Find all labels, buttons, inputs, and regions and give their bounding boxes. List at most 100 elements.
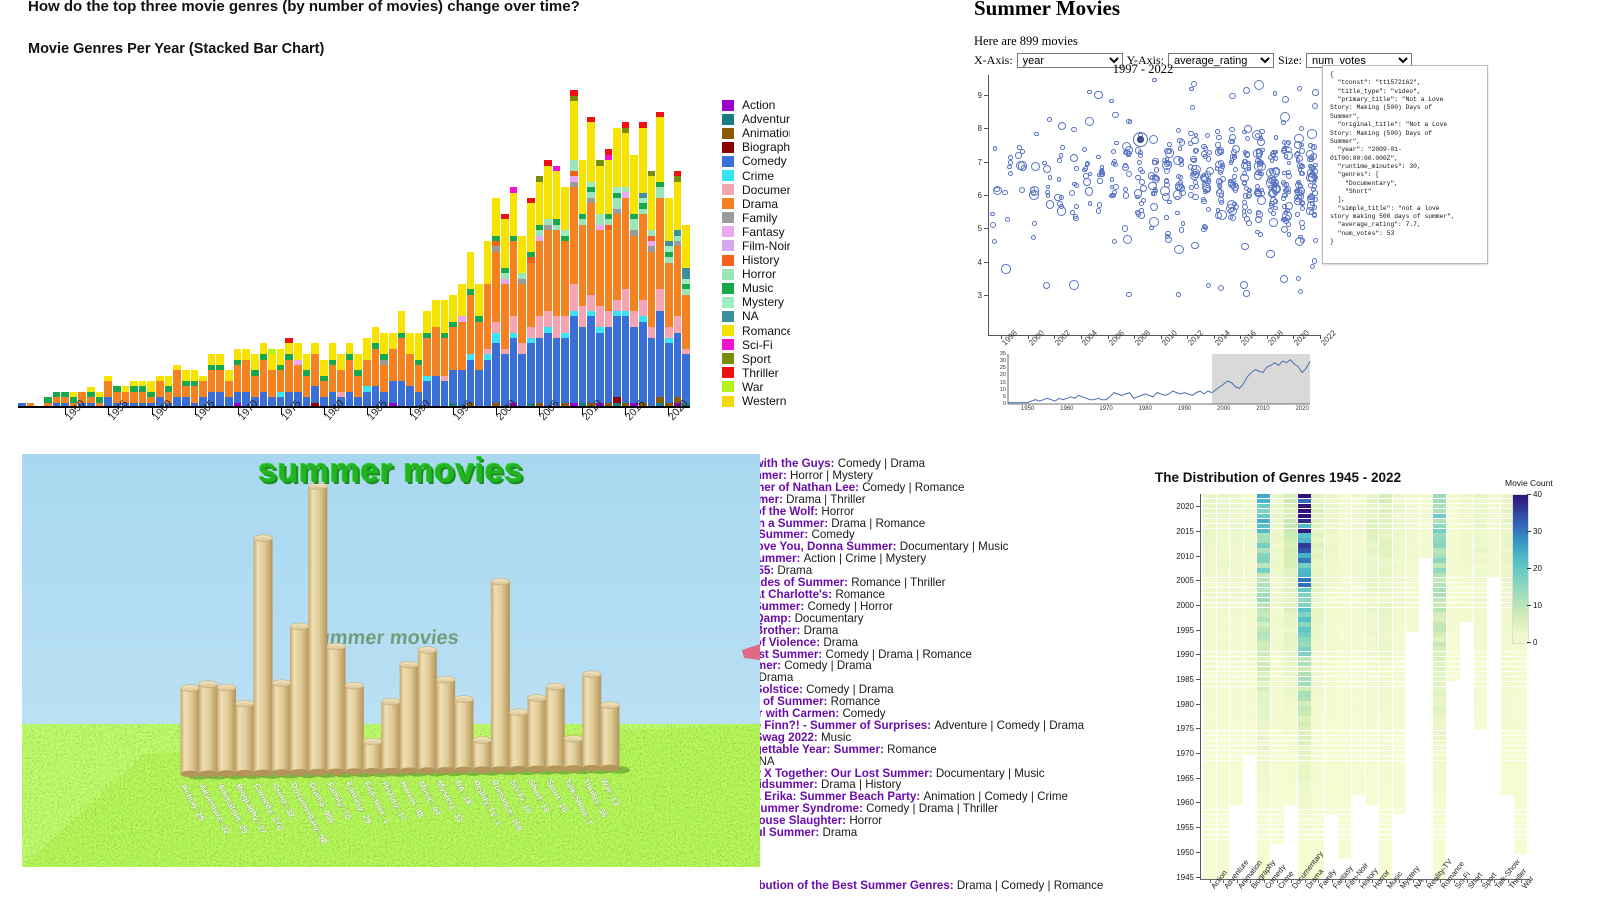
stacked-bar-segment[interactable] bbox=[630, 402, 638, 408]
scatter-point[interactable] bbox=[1219, 175, 1226, 182]
stacked-bar-segment[interactable] bbox=[199, 381, 207, 398]
stacked-bar-segment[interactable] bbox=[604, 327, 613, 403]
stacked-bar-segment[interactable] bbox=[613, 192, 621, 198]
scatter-point[interactable] bbox=[1312, 212, 1318, 217]
stacked-bar-segment[interactable] bbox=[130, 391, 138, 403]
scatter-point[interactable] bbox=[1123, 163, 1128, 168]
stacked-bar-column[interactable] bbox=[328, 343, 337, 408]
scatter-point[interactable] bbox=[1113, 184, 1119, 190]
scatter-point[interactable] bbox=[1059, 203, 1064, 209]
stacked-bar-segment[interactable] bbox=[492, 343, 500, 403]
stacked-bar-segment[interactable] bbox=[337, 354, 345, 371]
stacked-bar-segment[interactable] bbox=[544, 219, 552, 225]
stacked-bar-column[interactable] bbox=[535, 176, 544, 408]
stacked-bar-segment[interactable] bbox=[207, 354, 216, 365]
scene-bar[interactable] bbox=[527, 694, 557, 775]
scatter-point[interactable] bbox=[1215, 129, 1221, 134]
scatter-point[interactable] bbox=[1097, 178, 1103, 184]
stacked-bar-segment[interactable] bbox=[526, 343, 535, 403]
stacked-bar-segment[interactable] bbox=[639, 197, 647, 204]
stacked-bar-segment[interactable] bbox=[337, 370, 345, 392]
scatter-point[interactable] bbox=[1060, 145, 1065, 150]
stacked-bar-column[interactable] bbox=[639, 122, 647, 408]
scatter-point[interactable] bbox=[990, 221, 997, 228]
scatter-point[interactable] bbox=[1126, 291, 1132, 297]
scatter-point[interactable] bbox=[1284, 141, 1291, 148]
stacked-bar-segment[interactable] bbox=[294, 343, 302, 360]
stacked-bar-segment[interactable] bbox=[466, 251, 475, 290]
stacked-bar-segment[interactable] bbox=[535, 337, 544, 403]
stacked-bar-segment[interactable] bbox=[639, 203, 647, 209]
stacked-bar-column[interactable] bbox=[466, 251, 475, 408]
stacked-bar-segment[interactable] bbox=[509, 332, 518, 338]
stacked-bar-segment[interactable] bbox=[578, 219, 587, 225]
scatter-point[interactable] bbox=[1083, 166, 1089, 172]
movie-list-item[interactable]: Summer: Drama bbox=[760, 672, 1155, 684]
scatter-point[interactable] bbox=[1114, 140, 1119, 146]
scatter-point[interactable] bbox=[1203, 153, 1208, 159]
stacked-bar-segment[interactable] bbox=[613, 197, 621, 209]
stacked-bar-column[interactable] bbox=[216, 354, 224, 408]
stacked-bar-segment[interactable] bbox=[682, 230, 690, 268]
scene-bar[interactable] bbox=[216, 683, 247, 780]
scatter-point[interactable] bbox=[1005, 217, 1011, 222]
scatter-point[interactable] bbox=[1255, 190, 1261, 196]
scatter-point[interactable] bbox=[1299, 205, 1306, 211]
stacked-bar-segment[interactable] bbox=[397, 332, 406, 338]
stacked-bar-segment[interactable] bbox=[682, 354, 690, 403]
stacked-bar-column[interactable] bbox=[250, 354, 259, 408]
stacked-bar-segment[interactable] bbox=[87, 386, 95, 392]
stacked-bar-segment[interactable] bbox=[526, 203, 535, 252]
stacked-bar-segment[interactable] bbox=[570, 402, 578, 408]
stacked-bar-segment[interactable] bbox=[492, 251, 500, 322]
scatter-point[interactable] bbox=[1108, 193, 1114, 199]
stacked-bar-segment[interactable] bbox=[492, 197, 500, 236]
stacked-bar-segment[interactable] bbox=[449, 294, 457, 322]
stacked-bar-segment[interactable] bbox=[466, 402, 475, 408]
scatter-point[interactable] bbox=[1032, 221, 1038, 226]
scatter-selected-halo[interactable] bbox=[1132, 131, 1148, 147]
stacked-bar-segment[interactable] bbox=[552, 219, 561, 225]
legend-item[interactable]: Drama bbox=[722, 197, 788, 211]
movie-list-item[interactable]: Summer Brother: Drama bbox=[760, 624, 1155, 637]
scatter-point[interactable] bbox=[1255, 229, 1260, 235]
stacked-bar-segment[interactable] bbox=[276, 391, 285, 398]
stacked-bar-segment[interactable] bbox=[311, 386, 319, 403]
stacked-bar-column[interactable] bbox=[613, 127, 621, 408]
stacked-bar-segment[interactable] bbox=[483, 348, 492, 355]
stacked-bar-segment[interactable] bbox=[432, 327, 440, 376]
scatter-point[interactable] bbox=[992, 146, 998, 152]
stacked-bar-segment[interactable] bbox=[544, 224, 552, 231]
stacked-bar-segment[interactable] bbox=[371, 327, 380, 344]
scatter-point[interactable] bbox=[1176, 173, 1181, 179]
movie-list-item[interactable]: The Summer of Nathan Lee: Comedy | Roman… bbox=[760, 481, 1155, 494]
stacked-bar-segment[interactable] bbox=[276, 370, 285, 392]
stacked-bar-segment[interactable] bbox=[69, 397, 78, 403]
stacked-bar-segment[interactable] bbox=[268, 348, 276, 355]
stacked-bar-segment[interactable] bbox=[388, 348, 397, 382]
stacked-bar-segment[interactable] bbox=[466, 294, 475, 355]
scatter-point[interactable] bbox=[1280, 225, 1289, 234]
stacked-bar-segment[interactable] bbox=[406, 354, 414, 387]
stacked-bar-segment[interactable] bbox=[587, 187, 595, 193]
stacked-bar-segment[interactable] bbox=[587, 294, 595, 312]
legend-item[interactable]: Comedy bbox=[722, 154, 788, 168]
stacked-bar-column[interactable] bbox=[78, 391, 86, 408]
stacked-bar-segment[interactable] bbox=[285, 391, 293, 408]
scatter-point[interactable] bbox=[1218, 149, 1225, 156]
stacked-bar-segment[interactable] bbox=[164, 386, 173, 392]
stacked-bar-segment[interactable] bbox=[130, 381, 138, 387]
scatter-point[interactable] bbox=[1095, 208, 1102, 214]
scatter-point[interactable] bbox=[1034, 131, 1039, 137]
movie-list-item[interactable]: Summer: NA bbox=[760, 755, 1155, 768]
stacked-bar-segment[interactable] bbox=[656, 117, 664, 182]
stacked-bar-column[interactable] bbox=[363, 337, 371, 408]
stacked-bar-segment[interactable] bbox=[466, 359, 475, 403]
scatter-point[interactable] bbox=[1152, 77, 1157, 83]
stacked-bar-segment[interactable] bbox=[397, 381, 406, 408]
scatter-point[interactable] bbox=[1164, 147, 1171, 155]
legend-item[interactable]: NA bbox=[722, 309, 788, 323]
scatter-point[interactable] bbox=[1068, 190, 1075, 197]
scatter-point[interactable] bbox=[1099, 164, 1105, 170]
stacked-bar-column[interactable] bbox=[354, 354, 362, 408]
